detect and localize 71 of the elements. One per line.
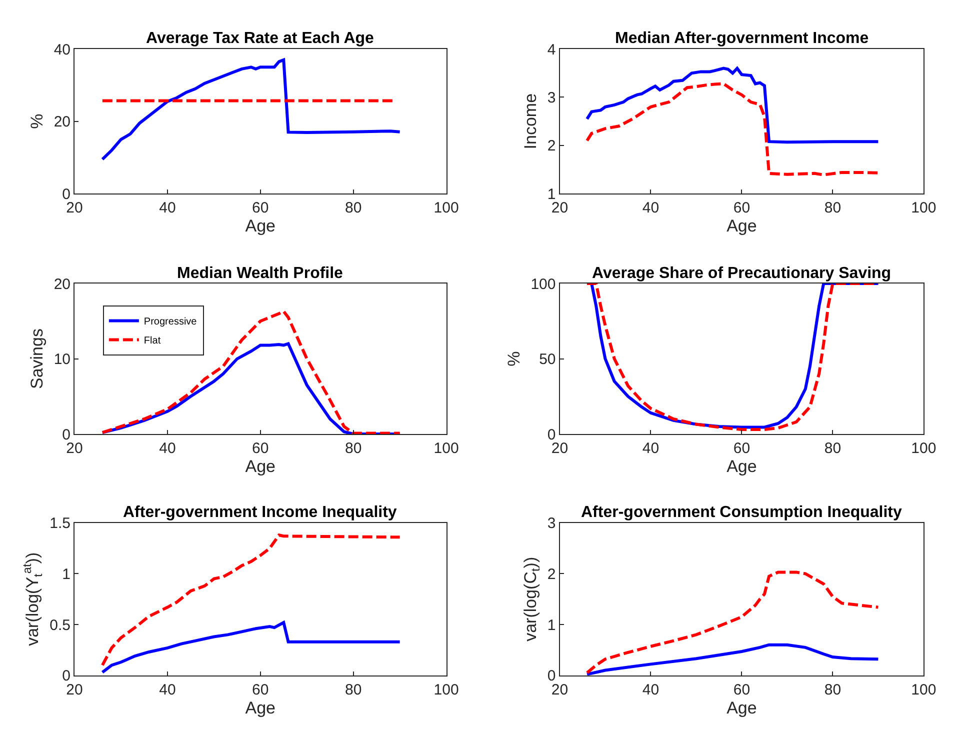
y-tick-label: 3 bbox=[547, 89, 556, 106]
x-tick-label: 100 bbox=[911, 681, 936, 698]
y-tick-label: 0 bbox=[547, 426, 556, 444]
x-tick-label: 100 bbox=[434, 681, 459, 698]
x-tick-label: 80 bbox=[824, 200, 842, 217]
y-axis-title: % bbox=[27, 114, 46, 129]
x-tick-label: 80 bbox=[824, 681, 842, 698]
y-tick-label: 3 bbox=[547, 515, 556, 532]
x-axis-title: Age bbox=[245, 216, 276, 236]
y-tick-label: 1.5 bbox=[50, 515, 71, 532]
x-tick-label: 60 bbox=[252, 440, 269, 458]
x-tick-label: 100 bbox=[911, 200, 936, 217]
y-tick-label: 20 bbox=[54, 114, 71, 131]
y-tick-label: 2 bbox=[547, 566, 556, 583]
x-axis-title: Age bbox=[245, 457, 276, 476]
y-tick-label: 1 bbox=[547, 616, 556, 634]
x-tick-label: 100 bbox=[434, 440, 459, 458]
x-tick-label: 100 bbox=[911, 440, 936, 458]
y-tick-label: 1 bbox=[547, 186, 556, 203]
x-tick-label: 80 bbox=[345, 440, 362, 458]
chart-title: After-government Income Inequality bbox=[123, 504, 397, 521]
chart-title: Median Wealth Profile bbox=[177, 265, 344, 282]
x-tick-label: 100 bbox=[434, 200, 459, 217]
chart-title: Median After-government Income bbox=[615, 30, 869, 47]
chart-title: Average Tax Rate at Each Age bbox=[146, 30, 374, 47]
line-series bbox=[586, 66, 880, 144]
y-tick-label: 0 bbox=[62, 668, 71, 685]
y-tick-label: 2 bbox=[547, 138, 556, 155]
line-series bbox=[100, 534, 402, 667]
y-tick-label: 1 bbox=[62, 566, 71, 583]
x-tick-label: 60 bbox=[733, 440, 750, 458]
x-axis-title: Age bbox=[245, 698, 276, 718]
y-axis-title: Savings bbox=[27, 328, 46, 390]
y-tick-label: 10 bbox=[54, 351, 71, 368]
x-tick-label: 40 bbox=[159, 681, 176, 698]
line-series bbox=[586, 570, 880, 674]
x-tick-label: 40 bbox=[159, 200, 176, 217]
legend-label: Progressive bbox=[144, 316, 198, 328]
chart-title: Average Share of Precautionary Saving bbox=[592, 265, 892, 282]
y-axis-title: Income bbox=[520, 93, 540, 150]
x-tick-label: 60 bbox=[733, 200, 750, 217]
y-tick-label: 4 bbox=[547, 41, 556, 58]
x-tick-label: 60 bbox=[733, 681, 750, 698]
x-tick-label: 80 bbox=[345, 681, 362, 698]
x-tick-label: 40 bbox=[642, 440, 660, 458]
y-tick-label: 100 bbox=[530, 276, 556, 293]
y-tick-label: 0 bbox=[62, 186, 71, 203]
x-axis-title: Age bbox=[726, 216, 757, 236]
y-axis-title: % bbox=[504, 351, 524, 366]
y-tick-label: 0 bbox=[62, 426, 71, 444]
x-axis-title: Age bbox=[726, 698, 757, 718]
y-tick-label: 50 bbox=[539, 351, 556, 368]
y-tick-label: 0.5 bbox=[50, 616, 71, 634]
line-series bbox=[100, 621, 402, 674]
x-tick-label: 40 bbox=[642, 681, 660, 698]
y-tick-label: 40 bbox=[54, 41, 71, 58]
x-tick-label: 40 bbox=[159, 440, 176, 458]
y-tick-label: 20 bbox=[54, 276, 71, 293]
chart-title: After-government Consumption Inequality bbox=[581, 504, 902, 521]
x-axis-title: Age bbox=[726, 457, 757, 476]
legend-label: Flat bbox=[144, 336, 161, 347]
line-series bbox=[586, 643, 880, 676]
line-series bbox=[100, 310, 402, 434]
x-tick-label: 80 bbox=[824, 440, 842, 458]
x-tick-label: 60 bbox=[252, 681, 269, 698]
y-tick-label: 0 bbox=[547, 668, 556, 685]
line-series bbox=[100, 58, 402, 161]
x-tick-label: 80 bbox=[345, 200, 362, 217]
line-series bbox=[586, 82, 880, 176]
x-tick-label: 40 bbox=[642, 200, 660, 217]
x-tick-label: 60 bbox=[252, 200, 269, 217]
